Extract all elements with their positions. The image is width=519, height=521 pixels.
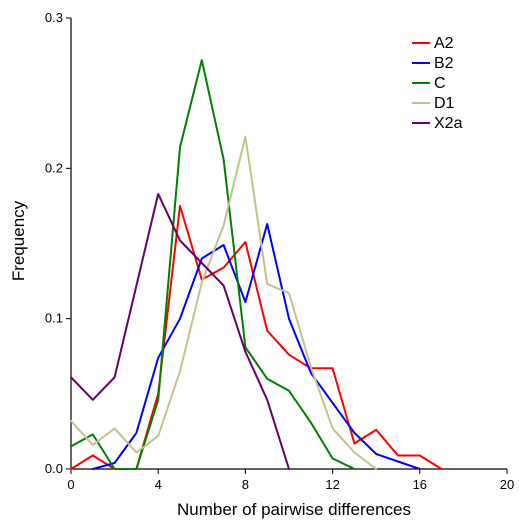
- legend-label-c: C: [434, 75, 446, 92]
- y-axis-title: Frequency: [9, 200, 28, 281]
- x-tick-label: 16: [413, 477, 427, 492]
- legend-label-b2: B2: [434, 55, 454, 72]
- x-tick-label: 4: [155, 477, 162, 492]
- series-line-b2: [91, 223, 421, 470]
- series-line-d1: [70, 135, 378, 470]
- series-line-a2: [70, 204, 443, 470]
- legend-label-d1: D1: [434, 95, 455, 112]
- y-tick-label: 0.3: [45, 10, 63, 25]
- series-line-c: [70, 59, 356, 470]
- y-tick-label: 0.2: [45, 160, 63, 175]
- x-tick-label: 0: [67, 477, 74, 492]
- legend-label-x2a: X2a: [434, 115, 463, 132]
- x-tick-label: 12: [325, 477, 339, 492]
- axes: 0 4 8 12 16 20 0.0 0.1 0.2 0.3: [45, 10, 514, 492]
- x-tick-label: 20: [500, 477, 514, 492]
- series-line-x2a: [70, 192, 290, 470]
- y-tick-label: 0.0: [45, 461, 63, 476]
- x-tick-label: 8: [242, 477, 249, 492]
- legend-label-a2: A2: [434, 35, 454, 52]
- x-axis-title: Number of pairwise differences: [177, 500, 411, 519]
- y-tick-label: 0.1: [45, 311, 63, 326]
- series-layer: [70, 59, 443, 470]
- legend: A2 B2 C D1 X2a: [412, 35, 463, 132]
